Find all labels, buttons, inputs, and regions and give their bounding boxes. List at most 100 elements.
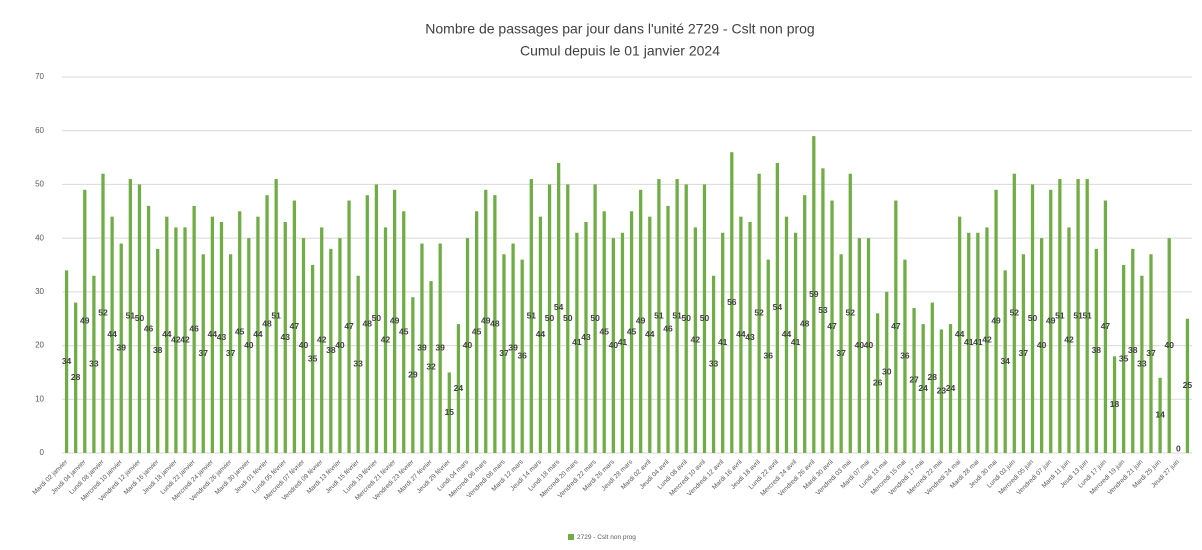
data-label: 52 <box>98 308 108 318</box>
data-label: 42 <box>381 334 391 344</box>
data-label: 38 <box>1092 345 1102 355</box>
bar <box>238 211 242 453</box>
data-label: 40 <box>864 340 874 350</box>
data-label: 40 <box>1164 340 1174 350</box>
bar <box>538 216 543 453</box>
data-label: 24 <box>454 383 464 393</box>
data-label: 36 <box>517 351 527 361</box>
y-tick-label: 20 <box>35 341 44 350</box>
data-label: 50 <box>372 313 382 323</box>
data-label: 41 <box>973 337 983 347</box>
data-label: 48 <box>800 318 810 328</box>
bar <box>702 184 707 453</box>
data-label: 42 <box>171 334 181 344</box>
data-label: 45 <box>627 326 637 336</box>
bar <box>547 184 552 453</box>
data-label: 14 <box>1155 410 1165 420</box>
data-label: 33 <box>1137 359 1147 369</box>
y-tick-label: 70 <box>35 72 44 81</box>
data-label: 54 <box>773 302 783 312</box>
data-label: 38 <box>153 345 163 355</box>
data-label: 41 <box>718 337 728 347</box>
bar <box>566 184 570 453</box>
data-label: 37 <box>226 348 236 358</box>
data-label: 49 <box>636 316 646 326</box>
bar <box>629 211 634 453</box>
bar <box>848 173 852 453</box>
data-label: 40 <box>335 340 345 350</box>
bar <box>1112 356 1117 453</box>
data-label: 46 <box>189 324 199 334</box>
bar <box>329 248 333 453</box>
bar <box>957 216 962 453</box>
data-label: 0 <box>1176 443 1181 453</box>
bar <box>1158 377 1162 453</box>
bar <box>1122 265 1126 453</box>
bar <box>1030 184 1035 453</box>
data-label: 41 <box>964 337 974 347</box>
bar <box>821 168 825 454</box>
bar <box>939 329 944 453</box>
bar <box>137 184 142 453</box>
bar <box>520 259 524 453</box>
data-label: 49 <box>390 316 400 326</box>
data-label: 24 <box>946 383 956 393</box>
bar <box>484 189 488 454</box>
data-label: 28 <box>71 372 81 382</box>
bar <box>110 216 114 453</box>
bar <box>757 173 761 453</box>
data-label: 28 <box>928 372 938 382</box>
data-label: 44 <box>208 329 218 339</box>
bar <box>320 227 324 453</box>
data-label: 53 <box>818 305 828 315</box>
bar <box>156 248 160 453</box>
data-label: 47 <box>290 321 300 331</box>
data-label: 40 <box>609 340 619 350</box>
data-label: 37 <box>199 348 209 358</box>
bar <box>1076 179 1080 454</box>
data-label: 33 <box>89 359 99 369</box>
bar <box>447 372 451 453</box>
data-label: 56 <box>727 297 737 307</box>
data-label: 47 <box>344 321 354 331</box>
data-label: 59 <box>809 289 819 299</box>
y-tick-label: 30 <box>35 287 44 296</box>
bar <box>356 275 360 453</box>
chart-subtitle: Cumul depuis le 01 janvier 2024 <box>520 43 720 59</box>
data-label: 26 <box>873 377 883 387</box>
bar <box>620 232 625 453</box>
data-label: 49 <box>481 316 491 326</box>
data-label: 43 <box>581 332 591 342</box>
data-label: 41 <box>618 337 628 347</box>
bar <box>365 195 369 453</box>
data-label: 44 <box>536 329 546 339</box>
chart-title: Nombre de passages par jour dans l'unité… <box>425 21 814 37</box>
data-label: 37 <box>1146 348 1156 358</box>
data-label: 32 <box>426 361 436 371</box>
data-label: 45 <box>599 326 609 336</box>
bar <box>903 259 907 453</box>
bar <box>1140 275 1144 453</box>
bar <box>64 270 69 453</box>
data-label: 51 <box>1082 310 1092 320</box>
data-label: 49 <box>991 316 1001 326</box>
bar <box>894 200 898 453</box>
data-label: 51 <box>126 310 136 320</box>
data-label: 42 <box>982 334 992 344</box>
bar <box>338 238 342 453</box>
bar <box>511 243 515 453</box>
bar <box>228 254 233 453</box>
data-label: 39 <box>417 343 427 353</box>
data-label: 15 <box>445 407 455 417</box>
bar <box>930 302 934 453</box>
data-label: 40 <box>463 340 473 350</box>
data-label: 42 <box>180 334 190 344</box>
bar <box>92 275 96 453</box>
bar <box>1012 173 1016 453</box>
data-label: 37 <box>499 348 509 358</box>
bar <box>666 205 670 453</box>
bar <box>392 189 397 454</box>
data-label: 49 <box>80 316 90 326</box>
data-label: 42 <box>691 334 701 344</box>
bar <box>711 275 716 453</box>
